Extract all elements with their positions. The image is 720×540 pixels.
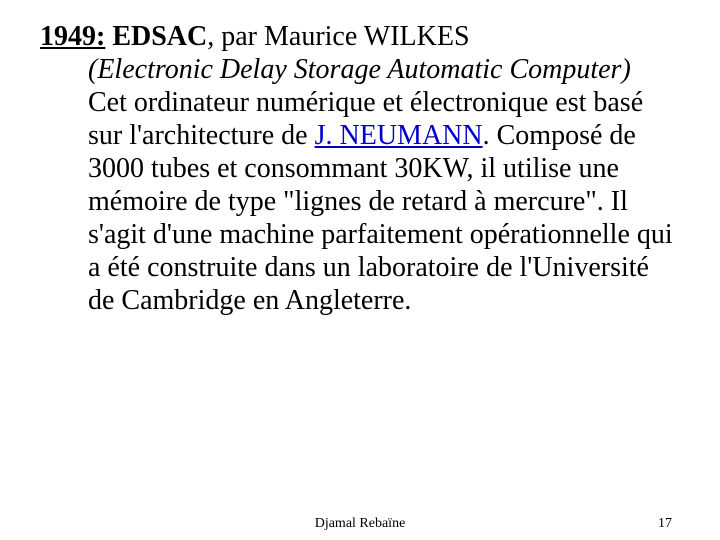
title-year: 1949: <box>40 21 105 52</box>
footer-author: Djamal Rebaïne <box>315 516 406 532</box>
title-author-intro: , par Maurice WILKES <box>207 21 469 52</box>
slide: 1949: EDSAC, par Maurice WILKES (Electro… <box>0 0 720 540</box>
footer-page-number: 17 <box>658 516 672 532</box>
slide-content: 1949: EDSAC, par Maurice WILKES (Electro… <box>40 20 680 317</box>
content-block: (Electronic Delay Storage Automatic Comp… <box>40 53 680 317</box>
neumann-link[interactable]: J. NEUMANN <box>315 120 483 151</box>
title-name: EDSAC <box>112 21 207 52</box>
subtitle: (Electronic Delay Storage Automatic Comp… <box>88 54 631 85</box>
